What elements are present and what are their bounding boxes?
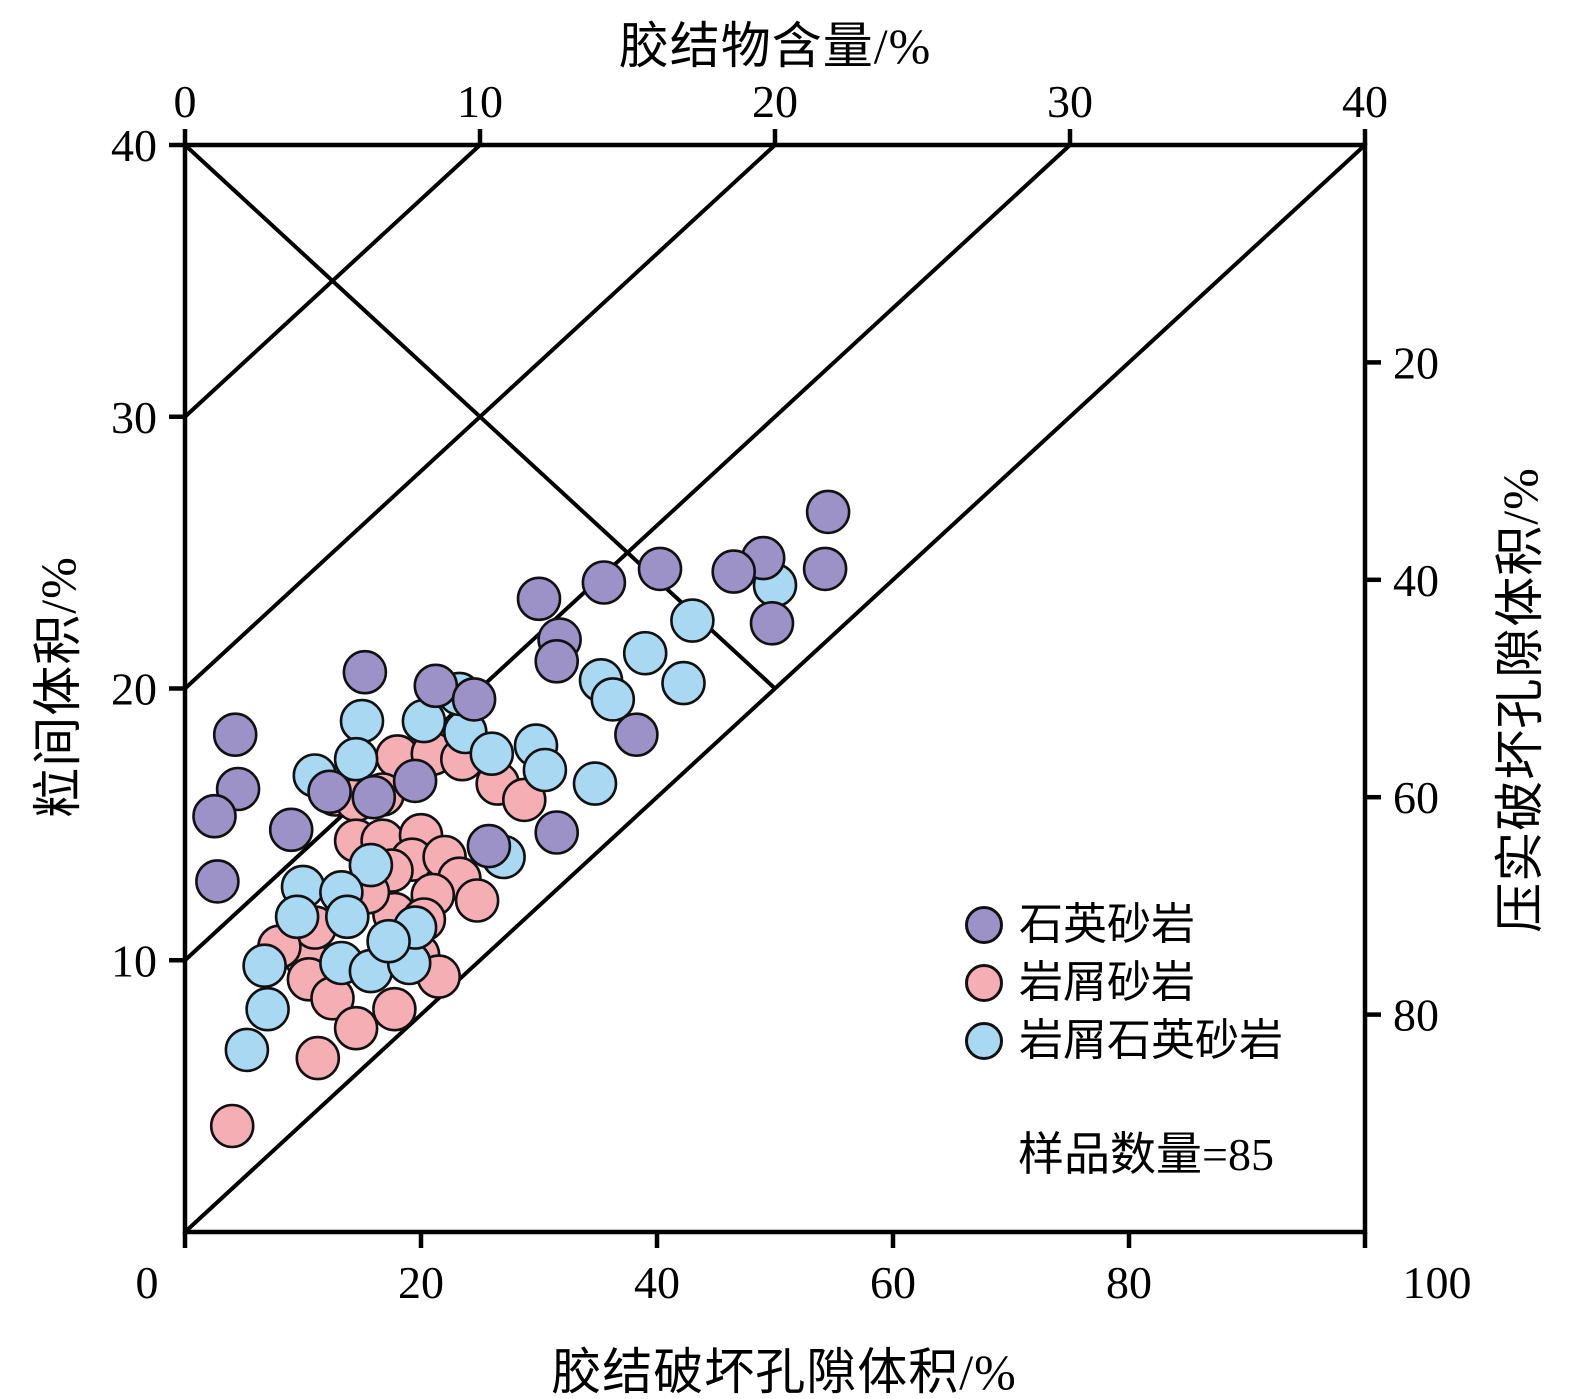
data-point-岩屑砂岩 bbox=[372, 986, 417, 1032]
top-tick-label: 40 bbox=[1342, 76, 1388, 127]
diagonal-igv-equals-cement bbox=[183, 143, 1367, 1234]
legend-item-quartz-sandstone: 石英砂岩 bbox=[965, 903, 1283, 947]
left-tick-label: 30 bbox=[111, 392, 157, 443]
reference-lines bbox=[183, 143, 1367, 1234]
right-tick-label: 40 bbox=[1393, 555, 1439, 606]
data-point-石英砂岩 bbox=[711, 549, 757, 594]
data-point-岩屑石英砂岩 bbox=[661, 660, 706, 706]
data-point-石英砂岩 bbox=[749, 600, 795, 646]
bottom-tick-label: 20 bbox=[398, 1257, 444, 1308]
lithic-quartz-sandstone-swatch-icon bbox=[965, 1022, 1003, 1060]
data-point-岩屑石英砂岩 bbox=[522, 747, 568, 793]
data-point-岩屑石英砂岩 bbox=[348, 842, 394, 888]
right-tick-label: 80 bbox=[1393, 990, 1439, 1041]
data-point-石英砂岩 bbox=[351, 774, 397, 820]
data-point-岩屑石英砂岩 bbox=[324, 894, 370, 940]
data-point-石英砂岩 bbox=[581, 560, 627, 605]
data-point-石英砂岩 bbox=[637, 546, 683, 592]
bottom-tick-label: 0 bbox=[136, 1257, 159, 1308]
top-tick-label: 20 bbox=[752, 76, 798, 127]
bottom-tick-label: 60 bbox=[870, 1257, 916, 1308]
data-point-岩屑石英砂岩 bbox=[670, 598, 715, 643]
scatter-points bbox=[192, 489, 851, 1149]
data-point-岩屑石英砂岩 bbox=[245, 986, 290, 1032]
data-point-石英砂岩 bbox=[516, 576, 562, 622]
data-point-岩屑石英砂岩 bbox=[469, 731, 515, 777]
data-point-石英砂岩 bbox=[614, 712, 659, 758]
left-tick-label: 20 bbox=[111, 664, 157, 715]
bottom-axis-title: 胶结破坏孔隙体积/% bbox=[551, 1344, 1017, 1399]
data-point-石英砂岩 bbox=[392, 758, 438, 804]
data-point-岩屑石英砂岩 bbox=[242, 943, 287, 989]
legend: 石英砂岩 岩屑砂岩 岩屑石英砂岩 bbox=[965, 903, 1283, 1063]
data-point-石英砂岩 bbox=[195, 859, 240, 904]
top-tick-label: 0 bbox=[174, 76, 197, 127]
bottom-tick-label: 80 bbox=[1106, 1257, 1152, 1308]
top-tick-label: 10 bbox=[457, 76, 503, 127]
data-point-岩屑石英砂岩 bbox=[572, 761, 618, 806]
right-axis-title: 压实破坏孔隙体积/% bbox=[1492, 467, 1548, 933]
data-point-石英砂岩 bbox=[534, 638, 580, 684]
legend-item-lithic-quartz-sandstone: 岩屑石英砂岩 bbox=[965, 1019, 1283, 1063]
data-point-岩屑石英砂岩 bbox=[274, 894, 320, 940]
diagonal-igv-cement-plus-20 bbox=[183, 143, 777, 690]
top-axis-title: 胶结物含量/% bbox=[618, 18, 932, 74]
legend-item-label: 岩屑砂岩 bbox=[1019, 958, 1195, 1007]
data-point-岩屑石英砂岩 bbox=[590, 677, 636, 722]
data-point-岩屑石英砂岩 bbox=[333, 736, 379, 782]
diagonal-igv-cement-plus-10 bbox=[183, 143, 1072, 962]
data-point-岩屑石英砂岩 bbox=[622, 630, 668, 676]
left-tick-label: 40 bbox=[111, 120, 157, 171]
data-point-石英砂岩 bbox=[466, 823, 512, 869]
top-tick-label: 30 bbox=[1047, 76, 1093, 127]
bottom-tick-label: 100 bbox=[1403, 1257, 1472, 1308]
data-point-岩屑石英砂岩 bbox=[224, 1027, 270, 1073]
data-point-石英砂岩 bbox=[268, 807, 314, 853]
left-axis-title: 粒间体积/% bbox=[30, 556, 86, 818]
data-point-石英砂岩 bbox=[192, 793, 237, 839]
diagonal-igv-cement-plus-30 bbox=[183, 143, 482, 419]
data-point-石英砂岩 bbox=[212, 712, 258, 758]
sample-count-annotation: 样品数量=85 bbox=[1018, 1129, 1274, 1180]
data-point-石英砂岩 bbox=[802, 546, 848, 592]
legend-item-lithic-sandstone: 岩屑砂岩 bbox=[965, 961, 1283, 1005]
bottom-tick-label: 40 bbox=[634, 1257, 680, 1308]
data-point-石英砂岩 bbox=[342, 649, 388, 695]
left-tick-label: 10 bbox=[111, 935, 157, 986]
data-point-石英砂岩 bbox=[307, 769, 352, 815]
legend-item-label: 岩屑石英砂岩 bbox=[1019, 1016, 1283, 1065]
data-point-岩屑砂岩 bbox=[333, 1005, 379, 1051]
series-石英砂岩 bbox=[192, 489, 851, 904]
data-point-石英砂岩 bbox=[534, 810, 580, 855]
data-point-石英砂岩 bbox=[805, 489, 851, 535]
right-tick-label: 60 bbox=[1393, 772, 1439, 823]
data-point-岩屑砂岩 bbox=[295, 1035, 341, 1081]
data-point-岩屑石英砂岩 bbox=[339, 698, 385, 744]
legend-item-label: 石英砂岩 bbox=[1019, 900, 1195, 949]
quartz-sandstone-swatch-icon bbox=[965, 906, 1003, 944]
data-point-石英砂岩 bbox=[413, 663, 459, 709]
data-point-岩屑砂岩 bbox=[454, 878, 500, 923]
data-point-岩屑石英砂岩 bbox=[366, 918, 411, 964]
right-tick-label: 20 bbox=[1393, 337, 1439, 388]
data-point-岩屑砂岩 bbox=[209, 1103, 255, 1149]
data-point-石英砂岩 bbox=[451, 677, 497, 722]
lithic-sandstone-swatch-icon bbox=[965, 964, 1003, 1002]
